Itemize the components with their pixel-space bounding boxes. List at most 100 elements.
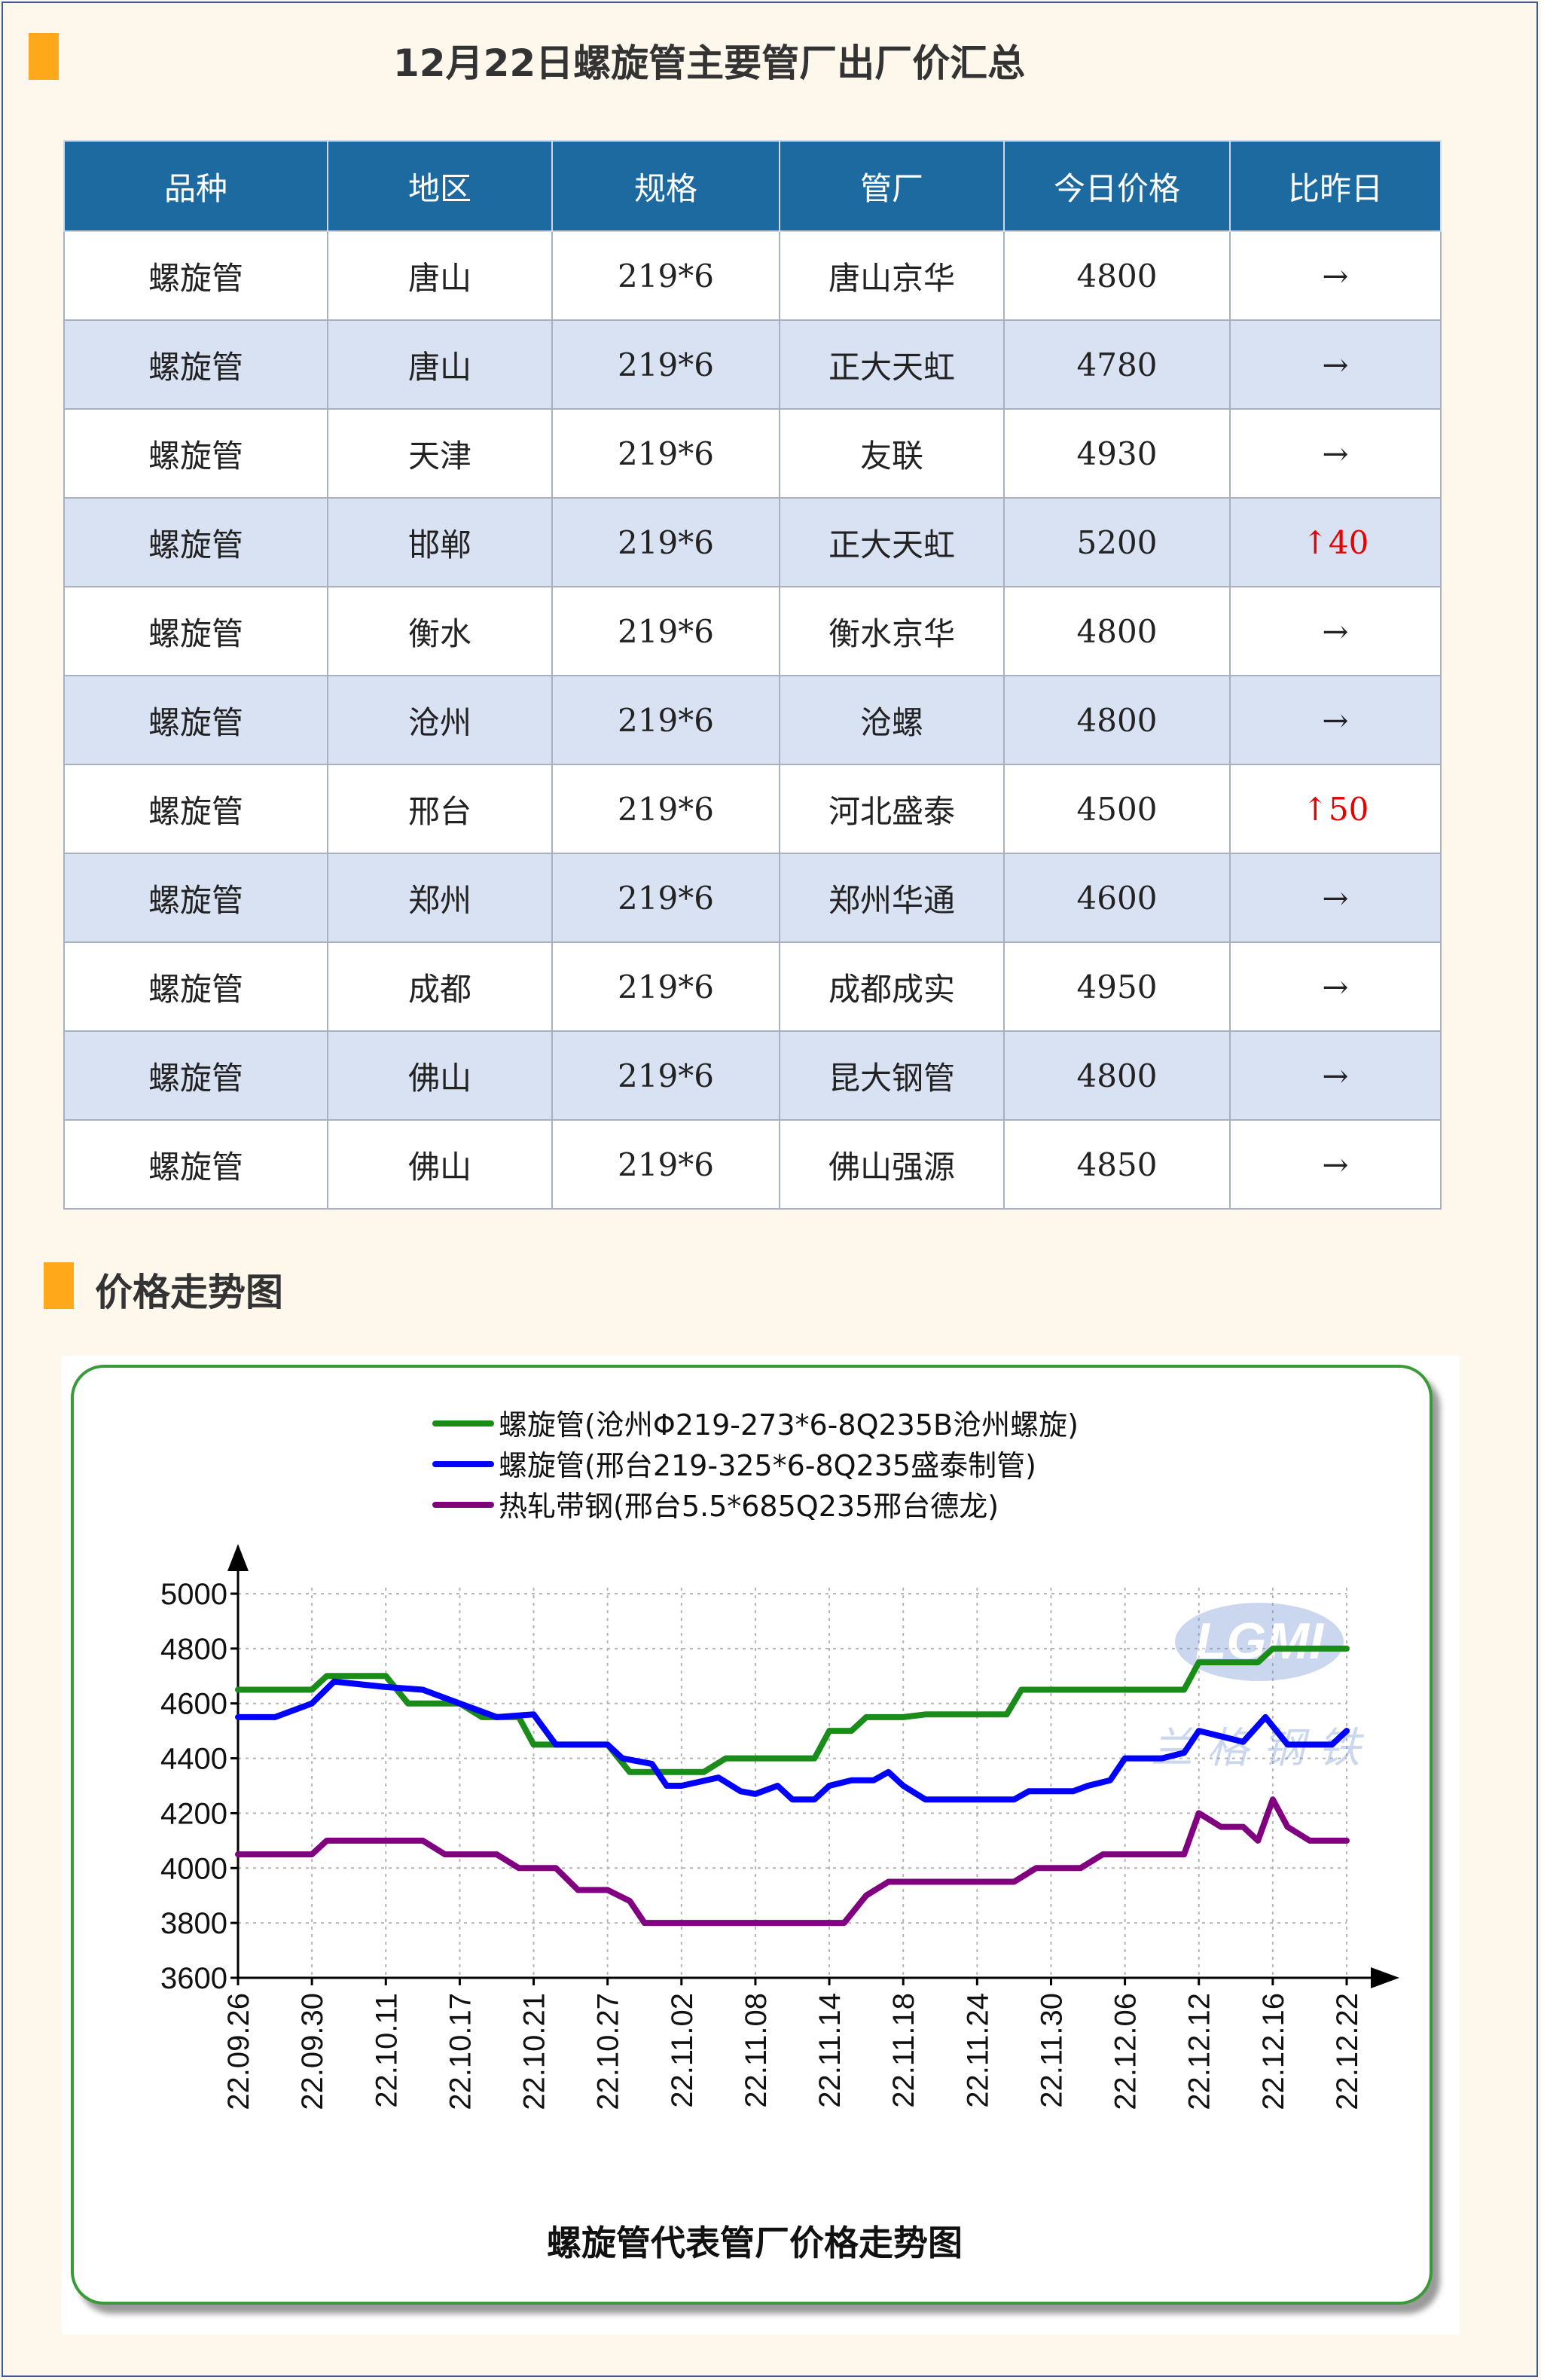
y-tick-label: 3600 bbox=[160, 1962, 227, 1995]
table-cell: 4800 bbox=[1003, 586, 1231, 676]
section-marker-summary bbox=[29, 33, 59, 80]
table-cell: 219*6 bbox=[551, 1119, 780, 1210]
table-cell: 219*6 bbox=[551, 764, 780, 854]
table-cell: 螺旋管 bbox=[63, 764, 328, 854]
x-tick-label: 22.10.21 bbox=[518, 1993, 551, 2110]
column-header: 管厂 bbox=[779, 140, 1005, 232]
section-marker-trend bbox=[44, 1262, 74, 1309]
table-row: 螺旋管 邯郸 219*6 正大天虹 5200 ↑40 bbox=[63, 497, 1442, 587]
y-tick-label: 3800 bbox=[160, 1907, 227, 1940]
table-cell: 正大天虹 bbox=[779, 319, 1005, 410]
table-cell: 4780 bbox=[1003, 319, 1231, 410]
table-cell: → bbox=[1229, 941, 1442, 1032]
x-tick-label: 22.11.18 bbox=[887, 1993, 920, 2108]
table-cell: 螺旋管 bbox=[63, 853, 328, 943]
table-row: 螺旋管 佛山 219*6 昆大钢管 4800 → bbox=[63, 1030, 1442, 1121]
table-cell: 邢台 bbox=[327, 764, 553, 854]
table-cell: 219*6 bbox=[551, 408, 780, 499]
series-line bbox=[235, 1796, 1350, 1927]
column-header: 今日价格 bbox=[1003, 140, 1231, 232]
table-cell: 邯郸 bbox=[327, 497, 553, 587]
table-cell: 219*6 bbox=[551, 1030, 780, 1121]
table-cell: 4500 bbox=[1003, 764, 1231, 854]
table-cell: 沧螺 bbox=[779, 675, 1005, 765]
table-cell: 郑州华通 bbox=[779, 853, 1005, 943]
trend-section-title: 价格走势图 bbox=[95, 1271, 283, 1314]
x-tick-label: 22.12.16 bbox=[1257, 1993, 1290, 2110]
table-cell: → bbox=[1229, 1119, 1442, 1210]
table-cell: 昆大钢管 bbox=[779, 1030, 1005, 1121]
x-tick-label: 22.09.30 bbox=[296, 1993, 329, 2110]
table-cell: 219*6 bbox=[551, 497, 780, 587]
table-cell: → bbox=[1229, 408, 1442, 499]
table-cell: 佛山强源 bbox=[779, 1119, 1005, 1210]
table-cell: 佛山 bbox=[327, 1030, 553, 1121]
x-tick-label: 22.10.11 bbox=[370, 1993, 403, 2108]
table-cell: → bbox=[1229, 230, 1442, 321]
table-cell: 螺旋管 bbox=[63, 675, 328, 765]
table-cell: 成都 bbox=[327, 941, 553, 1032]
x-axis-arrow-icon bbox=[1371, 1967, 1399, 1988]
table-row: 螺旋管 郑州 219*6 郑州华通 4600 → bbox=[63, 853, 1442, 943]
table-cell: 沧州 bbox=[327, 675, 553, 765]
table-row: 螺旋管 邢台 219*6 河北盛泰 4500 ↑50 bbox=[63, 764, 1442, 854]
table-cell: 4600 bbox=[1003, 853, 1231, 943]
table-cell: 4800 bbox=[1003, 230, 1231, 321]
table-cell: 螺旋管 bbox=[63, 408, 328, 499]
table-cell: ↑40 bbox=[1229, 497, 1442, 587]
table-row: 螺旋管 衡水 219*6 衡水京华 4800 → bbox=[63, 586, 1442, 676]
chart-border bbox=[71, 1365, 1433, 2305]
price-trend-chart: LGMI 兰格钢铁 360038004000420044004600480050… bbox=[160, 1408, 1399, 2263]
table-row: 螺旋管 唐山 219*6 正大天虹 4780 → bbox=[63, 319, 1442, 410]
table-cell: 219*6 bbox=[551, 319, 780, 410]
x-tick-label: 22.12.12 bbox=[1183, 1993, 1216, 2110]
legend-label: 螺旋管(邢台219-325*6-8Q235盛泰制管) bbox=[499, 1449, 1036, 1482]
table-cell: 5200 bbox=[1003, 497, 1231, 587]
table-cell: 唐山 bbox=[327, 319, 553, 410]
chart-panel: LGMI 兰格钢铁 3600 3800 4000 4200 4400 4600 4800 50… bbox=[62, 1356, 1460, 2335]
column-header: 地区 bbox=[327, 140, 553, 232]
y-axis-arrow-icon bbox=[227, 1544, 249, 1571]
table-cell: → bbox=[1229, 853, 1442, 943]
table-body: 螺旋管 唐山 219*6 唐山京华 4800 → 螺旋管 唐山 219*6 正大天虹 4780 → 螺旋… bbox=[63, 230, 1442, 1210]
table-row: 螺旋管 成都 219*6 成都成实 4950 → bbox=[63, 941, 1442, 1032]
table-cell: ↑50 bbox=[1229, 764, 1442, 854]
chart-title: 螺旋管代表管厂价格走势图 bbox=[547, 2223, 963, 2263]
y-tick-label: 4600 bbox=[160, 1688, 227, 1721]
chart-legend: 螺旋管(沧州Φ219-273*6-8Q235B沧州螺旋) 螺旋管(邢台219-32… bbox=[432, 1408, 1079, 1523]
table-cell: 衡水京华 bbox=[779, 586, 1005, 676]
chart-series bbox=[235, 1645, 1350, 1927]
table-cell: 螺旋管 bbox=[63, 1119, 328, 1210]
y-tick-label: 4200 bbox=[160, 1797, 227, 1830]
column-header: 比昨日 bbox=[1229, 140, 1442, 232]
table-cell: 4800 bbox=[1003, 1030, 1231, 1121]
table-cell: → bbox=[1229, 586, 1442, 676]
x-tick-label: 22.10.17 bbox=[444, 1993, 477, 2110]
series-line bbox=[235, 1678, 1350, 1803]
chart-axes bbox=[227, 1544, 1399, 1988]
table-cell: → bbox=[1229, 1030, 1442, 1121]
table-cell: 郑州 bbox=[327, 853, 553, 943]
x-tick-label: 22.11.02 bbox=[666, 1993, 699, 2108]
column-header: 规格 bbox=[551, 140, 780, 232]
x-tick-label: 22.09.26 bbox=[222, 1993, 255, 2110]
table-cell: 219*6 bbox=[551, 586, 780, 676]
table-cell: 螺旋管 bbox=[63, 586, 328, 676]
legend-label: 螺旋管(沧州Φ219-273*6-8Q235B沧州螺旋) bbox=[499, 1408, 1079, 1442]
table-cell: → bbox=[1229, 319, 1442, 410]
table-header-row: 品种 地区 规格 管厂 今日价格 比昨日 bbox=[63, 140, 1442, 232]
table-cell: 4950 bbox=[1003, 941, 1231, 1032]
price-table: 品种 地区 规格 管厂 今日价格 比昨日 螺旋管 唐山 219*6 唐山京华 4800 →… bbox=[63, 140, 1442, 1210]
table-cell: 河北盛泰 bbox=[779, 764, 1005, 854]
table-row: 螺旋管 佛山 219*6 佛山强源 4850 → bbox=[63, 1119, 1442, 1210]
table-cell: 4850 bbox=[1003, 1119, 1231, 1210]
table-cell: 友联 bbox=[779, 408, 1005, 499]
table-cell: 219*6 bbox=[551, 230, 780, 321]
x-axis-ticks: 22.09.26 22.09.30 22.10.11 22.10.17 22.10.21… bbox=[222, 1978, 1364, 2110]
table-cell: 螺旋管 bbox=[63, 497, 328, 587]
table-row: 螺旋管 天津 219*6 友联 4930 → bbox=[63, 408, 1442, 499]
page-title: 12月22日螺旋管主要管厂出厂价汇总 bbox=[393, 41, 1026, 85]
table-cell: 219*6 bbox=[551, 941, 780, 1032]
table-cell: 4800 bbox=[1003, 675, 1231, 765]
